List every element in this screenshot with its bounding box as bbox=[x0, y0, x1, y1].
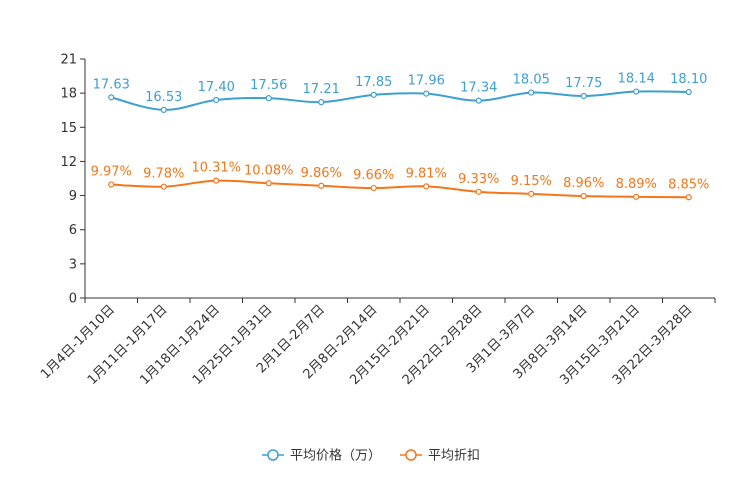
data-point bbox=[685, 88, 692, 96]
data-point bbox=[423, 90, 430, 97]
data-label: 18.10 bbox=[670, 72, 707, 87]
data-label: 17.40 bbox=[198, 80, 235, 95]
y-tick-label: 12 bbox=[60, 155, 77, 170]
y-axis-group: 0 3 6 9 12 15 18 21 bbox=[60, 53, 86, 307]
data-point bbox=[108, 181, 115, 188]
data-point bbox=[318, 182, 325, 189]
data-point bbox=[265, 180, 272, 187]
data-point bbox=[213, 96, 220, 104]
y-tick-label: 15 bbox=[60, 121, 77, 136]
data-label: 17.85 bbox=[355, 75, 392, 90]
data-label: 9.33% bbox=[458, 172, 499, 187]
data-label: 9.86% bbox=[301, 166, 342, 181]
data-label: 17.56 bbox=[250, 78, 287, 93]
series-line bbox=[111, 179, 689, 199]
legend-item-0: 平均价格（万） bbox=[262, 448, 381, 464]
data-label: 18.14 bbox=[618, 72, 655, 87]
data-point bbox=[370, 91, 377, 98]
data-label: 10.31% bbox=[191, 161, 241, 176]
data-point bbox=[423, 183, 430, 190]
data-point bbox=[265, 95, 272, 102]
legend-marker-icon bbox=[405, 449, 417, 461]
legend-label: 平均折扣 bbox=[428, 449, 480, 464]
data-label: 8.89% bbox=[616, 177, 657, 192]
data-label: 16.53 bbox=[145, 90, 182, 105]
data-label: 17.63 bbox=[93, 77, 130, 92]
data-label: 17.34 bbox=[460, 81, 497, 96]
data-point bbox=[475, 188, 482, 195]
data-label: 9.97% bbox=[91, 165, 132, 180]
data-point bbox=[633, 88, 640, 95]
y-tick-label: 3 bbox=[69, 257, 77, 272]
data-label: 9.15% bbox=[511, 174, 552, 189]
data-label: 9.81% bbox=[406, 166, 447, 181]
data-point bbox=[528, 190, 535, 197]
series-line bbox=[111, 90, 689, 111]
data-point bbox=[160, 106, 167, 113]
data-label: 17.96 bbox=[408, 74, 445, 89]
data-label: 17.21 bbox=[303, 82, 340, 97]
legend-label: 平均价格（万） bbox=[290, 448, 381, 464]
data-label: 18.05 bbox=[513, 73, 550, 88]
data-label: 8.85% bbox=[668, 177, 709, 192]
data-point bbox=[213, 177, 220, 184]
data-label: 10.08% bbox=[244, 163, 294, 178]
data-label: 8.96% bbox=[563, 176, 604, 191]
data-point bbox=[370, 184, 377, 192]
series-group: 17.63 16.53 17.40 17.56 17.21 17.85 17.96 17.34… bbox=[91, 72, 709, 201]
y-tick-label: 21 bbox=[60, 53, 77, 68]
legend: 平均价格（万） 平均折扣 bbox=[262, 448, 480, 464]
legend-item-1: 平均折扣 bbox=[400, 449, 480, 464]
legend-marker-icon bbox=[267, 449, 279, 461]
y-tick-label: 9 bbox=[69, 189, 77, 204]
series-0: 17.63 16.53 17.40 17.56 17.21 17.85 17.96 17.34… bbox=[93, 72, 707, 113]
data-label: 9.78% bbox=[143, 167, 184, 182]
data-point bbox=[160, 183, 167, 190]
data-point bbox=[685, 194, 692, 201]
x-axis-group: 1月4日-1月10日1月11日-1月17日1月18日-1月24日1月25日-1月… bbox=[38, 297, 716, 388]
y-tick-label: 0 bbox=[69, 292, 77, 307]
data-point bbox=[318, 99, 325, 106]
data-label: 17.75 bbox=[565, 76, 602, 91]
data-label: 9.66% bbox=[353, 168, 394, 183]
data-point bbox=[108, 94, 115, 101]
data-point bbox=[580, 92, 587, 100]
data-point bbox=[580, 192, 587, 200]
data-point bbox=[528, 89, 535, 96]
data-point bbox=[475, 97, 482, 104]
y-tick-label: 18 bbox=[60, 87, 77, 102]
series-1: 9.97% 9.78% 10.31% 10.08% 9.86% 9.66% 9.81% 9.3… bbox=[91, 161, 709, 201]
data-point bbox=[633, 193, 640, 200]
y-tick-label: 6 bbox=[69, 223, 77, 238]
